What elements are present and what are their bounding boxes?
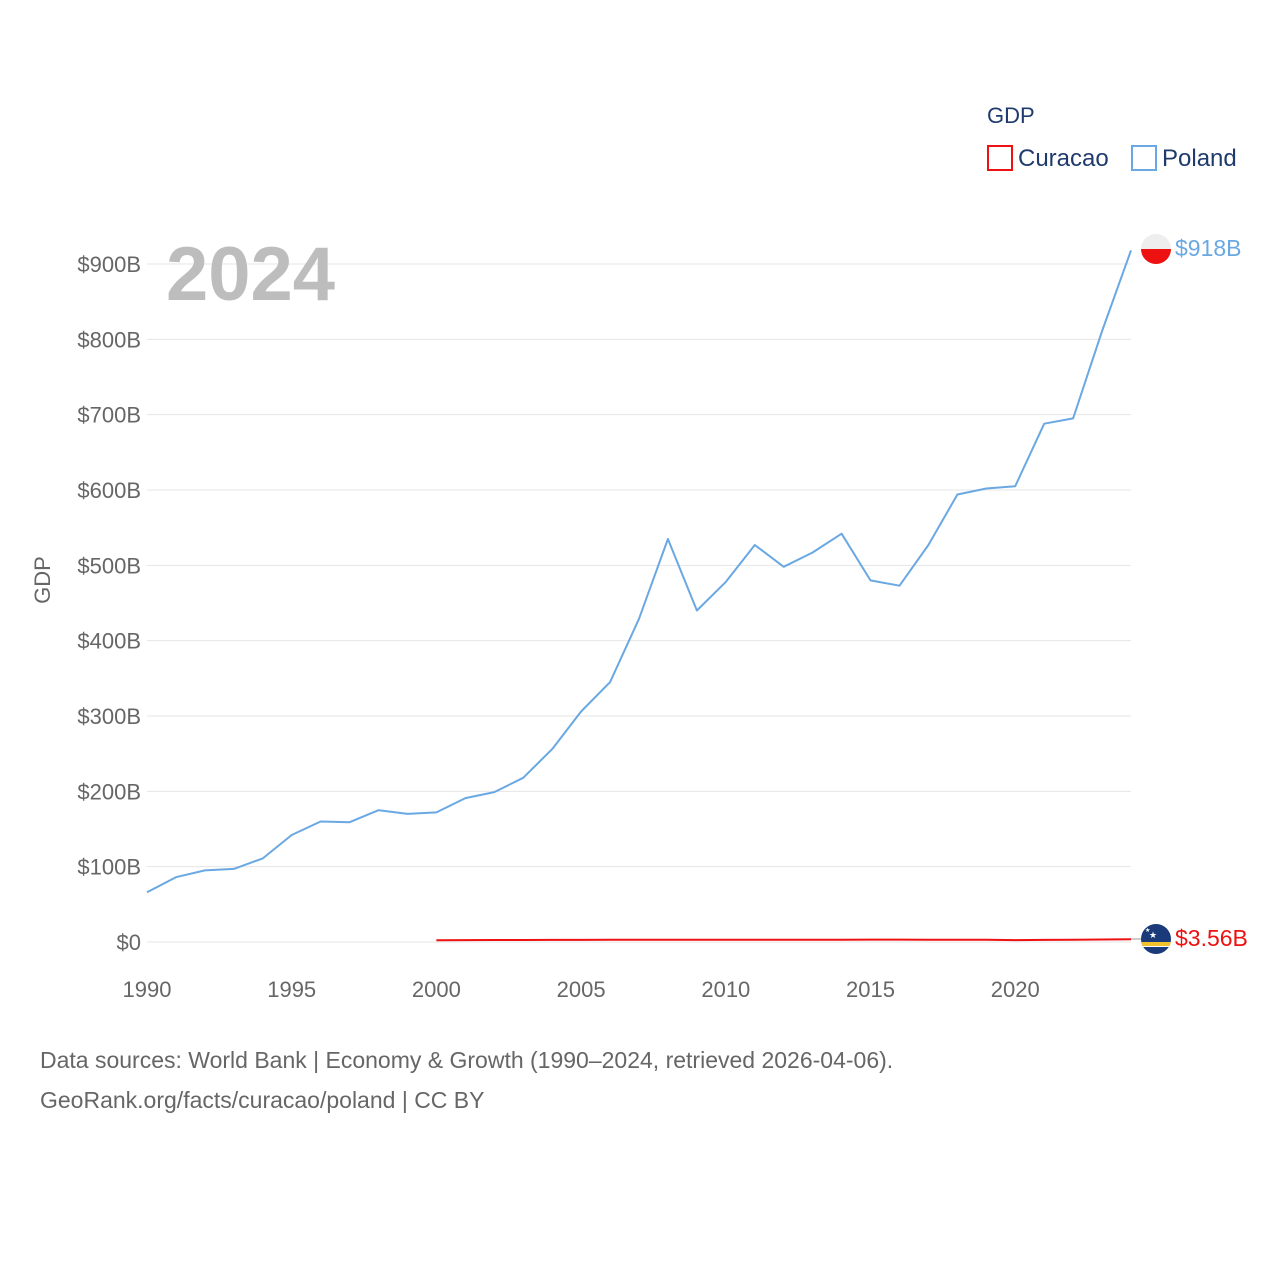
x-tick-label: 1990 <box>123 977 172 1002</box>
y-tick-label: $400B <box>77 629 141 654</box>
legend: GDP Curacao Poland <box>987 103 1237 172</box>
x-tick-label: 2015 <box>846 977 895 1002</box>
year-watermark: 2024 <box>166 232 335 317</box>
x-tick-label: 2000 <box>412 977 461 1002</box>
source-line-2: GeoRank.org/facts/curacao/poland | CC BY <box>40 1087 485 1113</box>
legend-label-curacao: Curacao <box>1018 145 1109 172</box>
series-lines <box>146 250 1132 942</box>
y-tick-label: $800B <box>77 327 141 352</box>
x-tick-label: 2010 <box>701 977 750 1002</box>
y-tick-label: $300B <box>77 704 141 729</box>
x-tick-label: 1995 <box>267 977 316 1002</box>
y-tick-label: $900B <box>77 252 141 277</box>
series-line-curacao[interactable] <box>436 938 1132 942</box>
svg-text:★: ★ <box>1149 931 1157 941</box>
y-tick-label: $0 <box>117 930 141 955</box>
end-label-curacao: $3.56B <box>1175 925 1248 951</box>
y-tick-label: $500B <box>77 553 141 578</box>
y-tick-label: $600B <box>77 478 141 503</box>
legend-title: GDP <box>987 103 1035 128</box>
source-line-1: Data sources: World Bank | Economy & Gro… <box>40 1047 894 1073</box>
y-tick-label: $200B <box>77 779 141 804</box>
x-tick-label: 2020 <box>991 977 1040 1002</box>
gridlines <box>147 263 1131 943</box>
series-line-poland[interactable] <box>146 250 1132 894</box>
curacao-flag-icon: ★ ★ <box>1141 924 1171 954</box>
legend-label-poland: Poland <box>1162 145 1237 172</box>
y-axis-label: GDP <box>30 556 55 604</box>
x-tick-label: 2005 <box>557 977 606 1002</box>
y-tick-label: $100B <box>77 855 141 880</box>
x-axis-ticks: 1990 1995 2000 2005 2010 2015 2020 <box>123 977 1040 1002</box>
y-axis-ticks: $0 $100B $200B $300B $400B $500B $600B $700B $80… <box>77 252 141 955</box>
poland-flag-icon <box>1141 234 1171 264</box>
legend-item-poland[interactable]: Poland <box>1131 145 1237 172</box>
source-footer: Data sources: World Bank | Economy & Gro… <box>40 1040 893 1120</box>
legend-item-curacao[interactable]: Curacao <box>987 145 1109 172</box>
svg-text:★: ★ <box>1145 927 1150 934</box>
legend-swatch-curacao <box>987 145 1013 171</box>
legend-swatch-poland <box>1131 145 1157 171</box>
end-label-poland: $918B <box>1175 235 1242 261</box>
y-tick-label: $700B <box>77 403 141 428</box>
